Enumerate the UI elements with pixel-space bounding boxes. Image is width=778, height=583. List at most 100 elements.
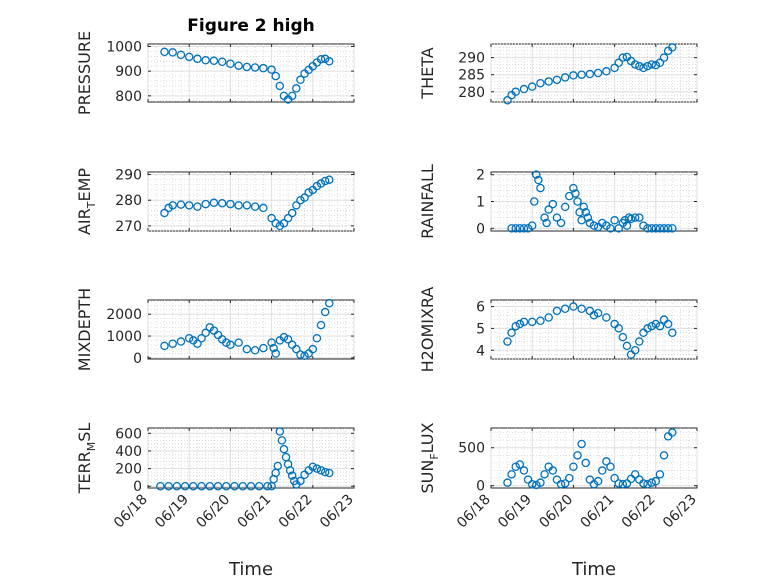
data-point [663,224,673,233]
y-tick-label: 600 [115,426,142,442]
data-point [507,224,516,233]
data-point [589,221,599,230]
data-point [552,306,562,316]
data-point [292,84,301,93]
data-point [606,224,615,233]
data-point [552,75,562,85]
data-point [659,224,669,233]
data-point [279,219,289,228]
data-point [544,77,553,86]
data-point [279,332,289,342]
data-point [263,481,272,491]
data-point [614,479,623,488]
data-point [668,428,677,437]
data-point [246,481,256,491]
data-point [197,333,206,343]
y-tick-label: 200 [115,462,142,478]
data-point [602,457,611,466]
data-point [316,55,326,64]
subplot-mixdepth: 0 1000 2000 MIXDEPTH [75,288,355,371]
y-tick-label: 6 [476,300,485,316]
x-tick-label: 06/20 [193,492,233,532]
chart-title: Figure 2 high [187,16,315,36]
subplot-sun-flux: 0 500 06/18 06/19 06/20 06/21 06/22 06/23 SUNFLU… [418,422,700,531]
data-point [647,321,656,331]
data-point [647,224,656,233]
data-point [176,200,186,209]
y-tick-label: 4 [476,343,485,359]
y-axis-label-main: TERR [75,451,94,494]
data-point [184,52,194,62]
data-point [308,462,318,472]
data-point [292,344,301,354]
plot-area [147,43,355,103]
data-point [292,201,301,210]
y-tick-label: 290 [115,168,142,184]
data-point [213,481,223,491]
data-point [511,462,520,471]
data-point [668,224,677,233]
data-point [160,341,169,351]
data-point [217,199,227,208]
x-tick-label: 06/22 [619,492,659,532]
data-point [579,202,588,212]
data-point [515,319,525,329]
data-point [312,464,322,473]
data-point [234,61,243,70]
data-point [267,338,276,347]
data-point [511,224,520,233]
y-tick-label: 1000 [106,329,142,345]
data-point [205,481,215,491]
data-point [160,208,169,218]
data-point [519,224,529,233]
y-tick-label: 1000 [106,39,142,55]
data-point [614,224,623,233]
data-point [635,213,644,222]
y-tick-label: 900 [115,64,142,80]
data-point [569,183,578,193]
y-axis-label-main: SUN [418,460,437,494]
x-tick-label: 06/18 [111,492,151,532]
y-axis-label: THETA [418,47,437,99]
data-point [614,324,623,333]
data-point [540,213,549,222]
data-point [618,332,628,342]
y-tick-label: 280 [115,193,142,209]
data-point [511,87,520,97]
data-point [610,216,619,225]
data-point [540,470,549,479]
data-point [316,320,326,330]
data-point [271,71,280,81]
data-point [527,479,537,489]
data-point [651,476,661,486]
y-tick-label: 280 [458,85,485,101]
data-point [655,58,665,68]
data-point [573,197,582,206]
data-point [536,78,545,88]
y-axis-label: AIRTEMP [75,168,98,235]
data-point [222,481,231,491]
data-point [560,304,570,313]
data-point [519,84,529,94]
y-axis-label: PRESSURE [75,31,94,115]
data-point [209,198,219,208]
data-point [635,61,644,71]
data-point [201,56,210,65]
data-point [259,63,268,73]
data-point [610,63,619,73]
x-tick-label: 06/23 [660,492,700,532]
data-point [184,333,194,343]
data-point [503,337,512,346]
data-point [254,481,264,491]
y-axis-label-subscript: M [85,442,98,452]
data-point [618,479,628,489]
data-point [635,337,644,346]
data-point [168,48,177,57]
data-point [226,199,235,209]
data-point [593,308,603,318]
data-point [544,205,553,214]
y-tick-label: 0 [133,479,142,495]
y-axis-label: H2OMIXRA [418,287,437,373]
data-point [530,197,539,206]
